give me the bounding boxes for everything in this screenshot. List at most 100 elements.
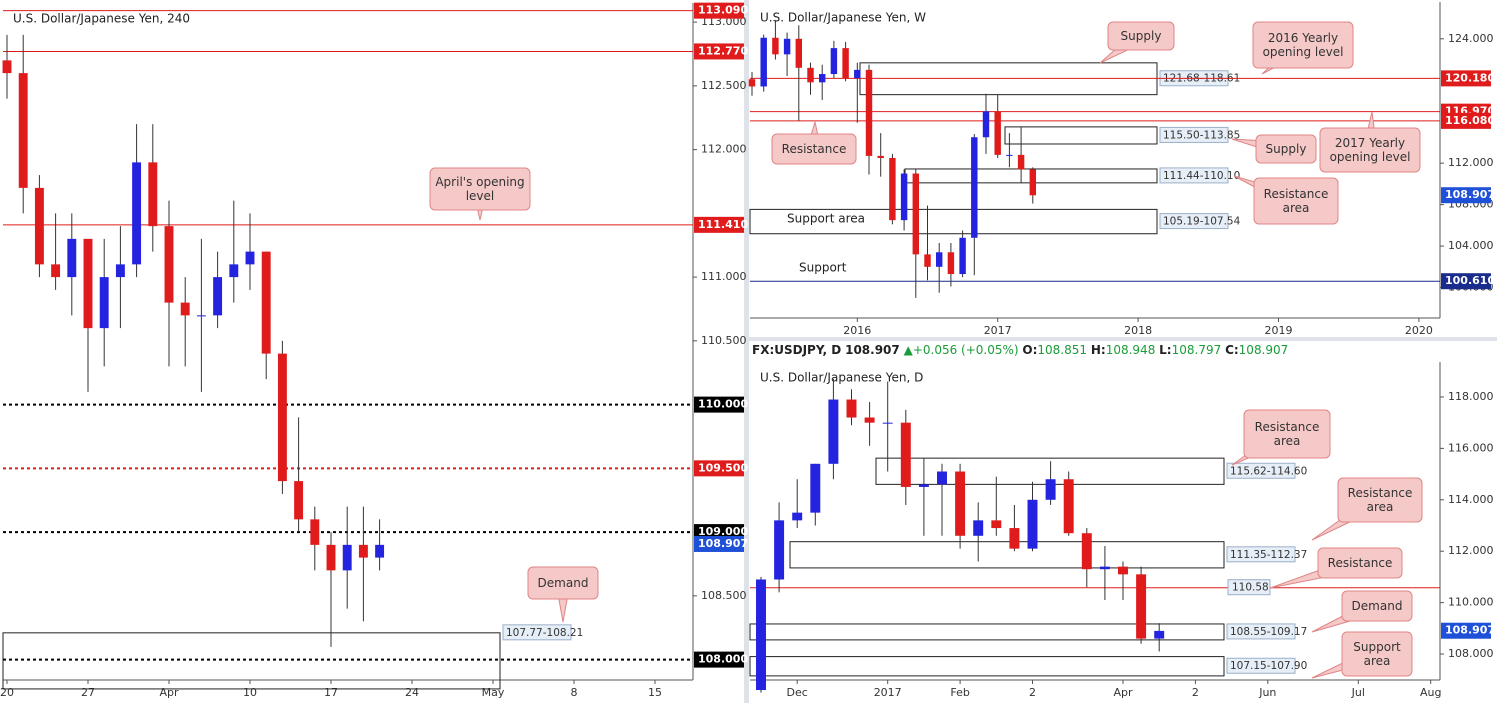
candle-body	[229, 264, 239, 278]
level-price-label: 120.180	[1445, 71, 1495, 84]
level-price-label: 110.000	[698, 398, 748, 411]
callout-box	[1341, 631, 1413, 677]
candle-body	[1029, 169, 1037, 196]
high-label: H:	[1090, 343, 1106, 357]
x-tick-label: 17	[324, 686, 338, 699]
x-tick-label: Jul	[1351, 686, 1365, 699]
x-tick-label: Jun	[1258, 686, 1276, 699]
candle-body	[51, 264, 61, 278]
candle-body	[795, 38, 803, 68]
candle-body	[326, 544, 336, 571]
zone-label: 115.50-113.85	[1163, 129, 1240, 141]
level-price-box	[1441, 622, 1491, 639]
candle-body	[1006, 154, 1013, 156]
callout-text-area: Supply	[1121, 29, 1162, 43]
candle-body	[877, 155, 884, 158]
level-price-box	[694, 651, 744, 668]
level-price-box	[1441, 273, 1491, 290]
candle-body	[854, 69, 861, 79]
zone-label-box	[502, 624, 572, 641]
candle-body	[982, 111, 990, 138]
y-tick-label: 104.000	[1448, 239, 1494, 252]
zone-label-box	[1226, 546, 1296, 563]
last-price: 108.907	[845, 343, 900, 357]
x-tick-label: 2020	[1405, 324, 1433, 337]
change-arrow: ▲	[903, 343, 913, 357]
y-tick-label: 112.000	[1448, 156, 1494, 169]
candle-body	[1118, 566, 1128, 575]
callout-box	[1337, 477, 1423, 523]
candle-body	[991, 520, 1002, 529]
candle-body	[213, 277, 223, 316]
candle-body	[358, 544, 368, 558]
x-tick-label: 2	[1192, 686, 1199, 699]
zone	[749, 656, 1225, 677]
level-price-box	[1441, 187, 1491, 204]
high: 108.948	[1105, 343, 1156, 357]
candle-body	[1017, 154, 1025, 170]
candle-body	[1154, 630, 1165, 639]
callout-text-area: Resistance	[1327, 556, 1393, 570]
candle-body	[1136, 574, 1147, 639]
candle-body	[2, 60, 12, 74]
callout-box	[1319, 127, 1421, 173]
zone-label: 108.55-109.17	[1230, 626, 1307, 638]
x-tick-label: Feb	[950, 686, 969, 699]
candle-body	[918, 484, 929, 487]
level-price-label: 116.080	[1445, 114, 1495, 127]
callout-box	[527, 566, 599, 600]
callout-box	[1107, 21, 1175, 51]
level-label-box	[1227, 579, 1271, 596]
candle-body	[1081, 533, 1092, 570]
level-price-box	[694, 216, 744, 233]
y-tick-label: 118.000	[1448, 390, 1494, 403]
level-price-box	[694, 460, 744, 477]
candle-body	[1009, 528, 1020, 549]
candle-body	[277, 353, 287, 482]
candle-body	[955, 471, 966, 536]
candle-body	[818, 74, 826, 83]
candle-body	[342, 544, 352, 571]
candle-body	[959, 237, 966, 275]
level-price-label: 109.000	[698, 525, 748, 538]
plot-text: Support	[799, 261, 847, 275]
zone-label: 107.15-107.90	[1230, 660, 1307, 672]
y-tick-label: 110.000	[1448, 596, 1494, 609]
zone-label: 107.77-108.21	[506, 627, 583, 639]
callout-box	[429, 167, 531, 211]
level-price-label: 108.907	[1445, 624, 1495, 637]
level-price-box	[1441, 112, 1491, 129]
callout-text: Supply	[1265, 142, 1307, 156]
candle-body	[772, 37, 779, 55]
y-tick-label: 112.500	[701, 79, 747, 92]
zone-label: 111.44-110.10	[1163, 170, 1240, 182]
x-tick-label: 2019	[1265, 324, 1293, 337]
x-tick-label: 8	[571, 686, 578, 699]
candle-body	[810, 463, 821, 513]
candle-body	[164, 226, 174, 303]
candle-body	[846, 399, 857, 418]
close-label: C:	[1225, 343, 1239, 357]
x-tick-label: 2	[1029, 686, 1036, 699]
low: 108.797	[1171, 343, 1222, 357]
y-tick-label: 124.000	[1448, 32, 1494, 45]
change: +0.056 (+0.05%)	[912, 343, 1019, 357]
x-tick-label: 20	[0, 686, 14, 699]
open-label: O:	[1022, 343, 1038, 357]
zone	[1004, 126, 1158, 145]
y-tick-label: 114.000	[1448, 493, 1494, 506]
level-price-label: 108.000	[698, 653, 748, 666]
callout-text: Resistance	[1327, 556, 1393, 570]
callout-text-area: Supply	[1265, 142, 1307, 156]
zone-label: 115.62-114.60	[1230, 465, 1307, 477]
candle-body	[792, 512, 803, 521]
candle-body	[1027, 499, 1038, 549]
callout-text: Support area	[1353, 640, 1401, 668]
level-price-box	[694, 2, 744, 19]
candle-body	[882, 422, 893, 424]
candle-body	[115, 264, 125, 278]
candle-body	[971, 137, 978, 238]
level-price-box	[694, 396, 744, 413]
zone-label-box	[1159, 167, 1229, 184]
plot-text: Support area	[787, 212, 865, 226]
